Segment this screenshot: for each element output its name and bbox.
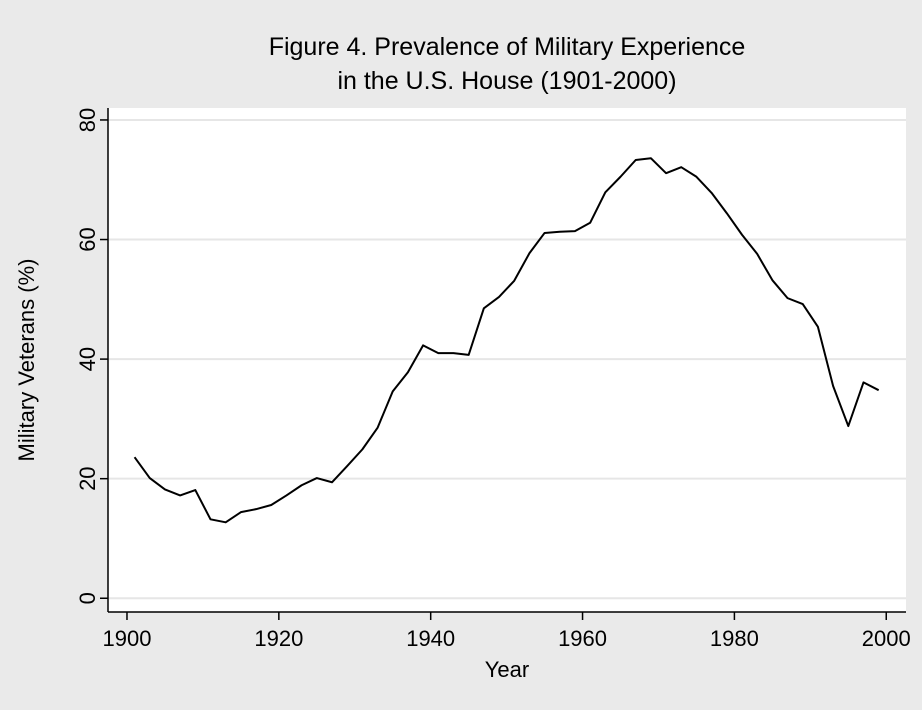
y-tick-label: 40 (75, 347, 100, 371)
x-axis-label: Year (485, 657, 529, 682)
x-tick-label: 1980 (710, 626, 759, 651)
chart-title: Figure 4. Prevalence of Military Experie… (269, 33, 746, 61)
y-tick-label: 60 (75, 227, 100, 251)
y-tick-label: 80 (75, 108, 100, 132)
y-axis-label: Military Veterans (%) (14, 259, 39, 462)
x-tick-label: 1920 (254, 626, 303, 651)
x-tick-label: 1960 (558, 626, 607, 651)
y-tick-label: 20 (75, 466, 100, 490)
x-tick-label: 1940 (406, 626, 455, 651)
data-line (133, 157, 880, 524)
y-tick-label: 0 (75, 592, 100, 604)
chart-title: in the U.S. House (1901-2000) (337, 67, 676, 95)
x-tick-label: 1900 (103, 626, 152, 651)
x-tick-label: 2000 (862, 626, 911, 651)
